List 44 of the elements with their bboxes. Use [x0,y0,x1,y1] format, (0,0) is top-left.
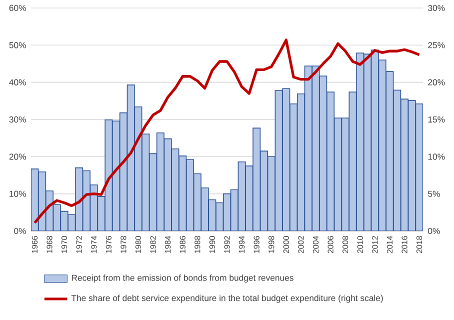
y-tick-label: 40% [9,79,26,86]
x-tick-label: 1984 [165,236,171,253]
x-tick-label: 1970 [61,236,68,253]
x-tick-label: 1996 [254,236,260,253]
x-tick-label: 1998 [268,236,274,253]
x-tick-label: 2018 [416,236,422,254]
y2-tick-label: 10% [428,154,445,160]
line-series [33,38,421,224]
x-tick-label: 2006 [328,236,334,254]
y-tick-label: 60% [9,4,26,12]
x-tick-label: 1980 [135,236,142,253]
legend-label: The share of debt service expenditure in the total budget expenditure (right scale) [71,294,383,303]
x-tick-label: 2000 [283,236,289,254]
y2-tick-label: 30% [428,4,445,12]
y-tick-label: 30% [9,116,26,123]
x-tick-label: 2016 [402,236,408,254]
x-tick-label: 2014 [386,236,393,254]
x-tick-label: 1966 [32,236,38,253]
x-tick-label: 1992 [224,236,230,253]
y-tick-label: 20% [9,154,26,160]
y2-tick-label: 20% [428,79,445,86]
x-tick-label: 1974 [91,236,97,253]
y2-tick-label: 5% [428,190,440,197]
legend-label: Receipt from the emission of bonds from budget revenues [72,274,294,283]
x-tick-label: 1976 [106,236,112,253]
x-tick-label: 2004 [312,236,319,254]
y2-tick-label: 15% [428,116,445,123]
x-tick-label: 1994 [238,236,245,253]
x-tick-label: 1988 [194,236,200,253]
y-tick-label: 10% [10,190,26,197]
x-tick-label: 1968 [46,236,52,253]
y-tick-label: 50% [9,42,26,48]
x-tick-label: 1990 [209,236,216,253]
x-tick-label: 2002 [298,236,304,254]
y2-tick-label: 0% [428,228,440,234]
y-tick-label: 0% [14,228,26,234]
y2-tick-label: 25% [428,42,445,48]
x-tick-label: 1982 [150,236,156,253]
x-tick-label: 1986 [180,236,186,253]
x-tick-label: 2012 [372,236,378,254]
x-tick-label: 1978 [120,236,126,253]
x-tick-label: 2008 [342,236,348,254]
x-tick-label: 2010 [357,236,363,254]
x-tick-label: 1972 [76,236,82,253]
